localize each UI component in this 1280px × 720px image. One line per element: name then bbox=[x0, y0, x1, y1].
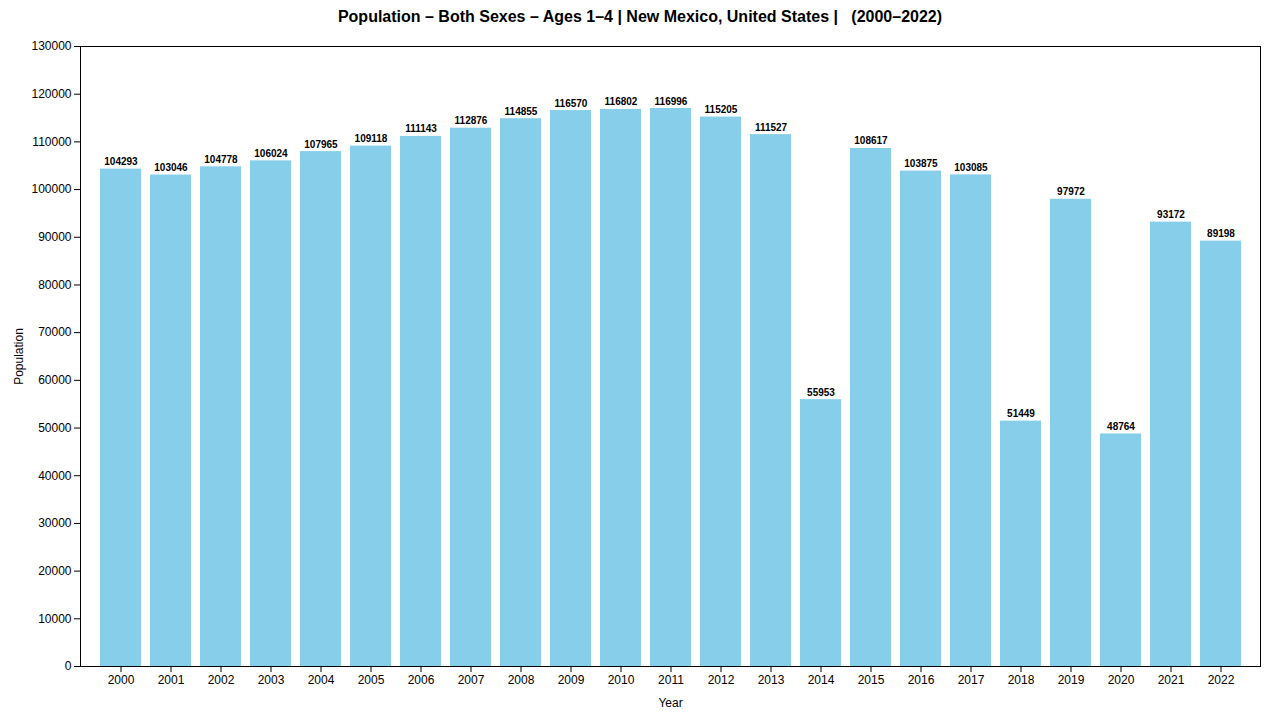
svg-text:2019: 2019 bbox=[1058, 673, 1085, 687]
svg-text:Population: Population bbox=[12, 328, 26, 385]
html-text:Population – Both Sexes – Ages: Population – Both Sexes – Ages 1–4 | New… bbox=[337, 8, 943, 25]
svg-text:130000: 130000 bbox=[31, 39, 71, 53]
svg-text:2012: 2012 bbox=[708, 673, 735, 687]
svg-text:97972: 97972 bbox=[1057, 186, 1085, 197]
svg-text:103085: 103085 bbox=[954, 162, 988, 173]
svg-text:106024: 106024 bbox=[254, 148, 288, 159]
svg-text:2000: 2000 bbox=[108, 673, 135, 687]
svg-text:80000: 80000 bbox=[38, 278, 72, 292]
svg-text:2018: 2018 bbox=[1008, 673, 1035, 687]
svg-text:2017: 2017 bbox=[958, 673, 985, 687]
svg-text:2006: 2006 bbox=[408, 673, 435, 687]
svg-text:103875: 103875 bbox=[904, 158, 938, 169]
svg-text:2004: 2004 bbox=[308, 673, 335, 687]
svg-text:93172: 93172 bbox=[1157, 209, 1185, 220]
svg-text:50000: 50000 bbox=[38, 421, 72, 435]
svg-text:120000: 120000 bbox=[31, 87, 71, 101]
svg-text:2009: 2009 bbox=[558, 673, 585, 687]
svg-text:90000: 90000 bbox=[38, 230, 72, 244]
svg-text:89198: 89198 bbox=[1207, 228, 1235, 239]
svg-text:10000: 10000 bbox=[38, 612, 72, 626]
svg-text:20000: 20000 bbox=[38, 564, 72, 578]
svg-text:2014: 2014 bbox=[808, 673, 835, 687]
svg-text:2013: 2013 bbox=[758, 673, 785, 687]
svg-text:2010: 2010 bbox=[608, 673, 635, 687]
svg-text:40000: 40000 bbox=[38, 469, 72, 483]
svg-text:111143: 111143 bbox=[405, 123, 437, 134]
svg-text:110000: 110000 bbox=[32, 135, 71, 149]
svg-text:116570: 116570 bbox=[555, 98, 588, 109]
svg-text:103046: 103046 bbox=[154, 162, 188, 173]
svg-text:104293: 104293 bbox=[104, 156, 138, 167]
svg-text:2007: 2007 bbox=[458, 673, 485, 687]
svg-text:2005: 2005 bbox=[358, 673, 385, 687]
svg-text:60000: 60000 bbox=[38, 373, 72, 387]
svg-text:2001: 2001 bbox=[158, 673, 185, 687]
svg-text:48764: 48764 bbox=[1107, 421, 1135, 432]
svg-text:2020: 2020 bbox=[1108, 673, 1135, 687]
svg-text:55953: 55953 bbox=[807, 387, 835, 398]
svg-text:111527: 111527 bbox=[755, 122, 788, 133]
svg-text:104778: 104778 bbox=[204, 154, 238, 165]
svg-text:2016: 2016 bbox=[908, 673, 935, 687]
svg-text:2015: 2015 bbox=[858, 673, 885, 687]
svg-text:116802: 116802 bbox=[605, 96, 638, 107]
svg-text:2021: 2021 bbox=[1158, 673, 1185, 687]
svg-text:112876: 112876 bbox=[455, 115, 488, 126]
svg-text:115205: 115205 bbox=[705, 104, 738, 115]
svg-text:100000: 100000 bbox=[31, 182, 71, 196]
svg-text:2003: 2003 bbox=[258, 673, 285, 687]
svg-text:2022: 2022 bbox=[1208, 673, 1235, 687]
svg-text:2011: 2011 bbox=[658, 673, 684, 687]
svg-text:Year: Year bbox=[658, 696, 682, 710]
svg-text:2002: 2002 bbox=[208, 673, 235, 687]
svg-text:108617: 108617 bbox=[854, 135, 888, 146]
svg-text:109118: 109118 bbox=[355, 133, 388, 144]
svg-text:70000: 70000 bbox=[38, 325, 72, 339]
svg-text:51449: 51449 bbox=[1007, 408, 1035, 419]
svg-text:0: 0 bbox=[65, 659, 72, 673]
svg-text:30000: 30000 bbox=[38, 516, 72, 530]
svg-text:107965: 107965 bbox=[304, 139, 338, 150]
svg-text:2008: 2008 bbox=[508, 673, 535, 687]
svg-text:114855: 114855 bbox=[505, 106, 538, 117]
svg-text:116996: 116996 bbox=[655, 96, 688, 107]
